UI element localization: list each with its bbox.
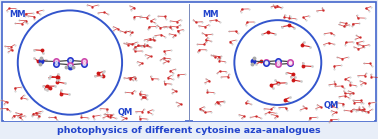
Text: MM: MM	[202, 10, 219, 19]
Bar	[4, 4, 185, 121]
FancyBboxPatch shape	[2, 2, 376, 121]
Bar	[193, 4, 374, 121]
Text: MM: MM	[9, 10, 26, 19]
Text: QM: QM	[117, 108, 132, 117]
Text: photophysics of different cytosine aza-analogues: photophysics of different cytosine aza-a…	[57, 126, 321, 135]
Text: QM: QM	[323, 101, 338, 110]
